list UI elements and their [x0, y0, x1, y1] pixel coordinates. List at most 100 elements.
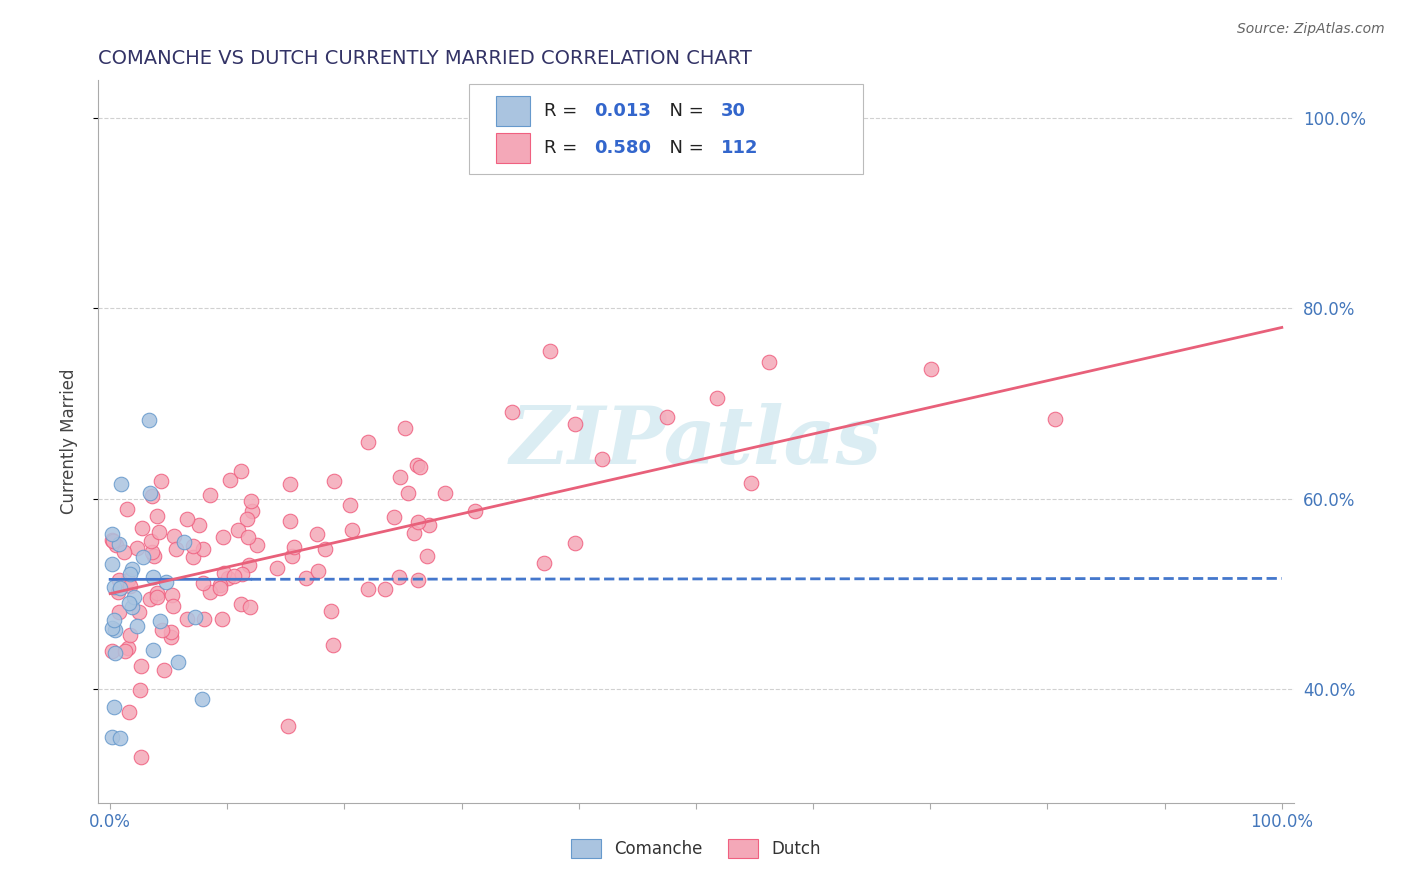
Point — [240, 494, 263, 508]
Point — [321, 604, 343, 618]
Point — [464, 504, 486, 518]
Point — [564, 417, 586, 431]
Point — [434, 486, 457, 500]
Point — [281, 549, 304, 563]
Point — [217, 571, 239, 585]
Text: ZIPatlas: ZIPatlas — [510, 403, 882, 480]
Point — [160, 630, 183, 644]
Point — [110, 477, 132, 491]
Point — [138, 412, 160, 426]
Point — [340, 523, 363, 537]
Point — [114, 644, 136, 658]
Text: COMANCHE VS DUTCH CURRENTLY MARRIED CORRELATION CHART: COMANCHE VS DUTCH CURRENTLY MARRIED CORR… — [98, 48, 752, 68]
Point — [103, 613, 125, 627]
Point — [339, 498, 361, 512]
Point — [101, 534, 124, 549]
Text: 0.013: 0.013 — [595, 102, 651, 120]
Point — [122, 591, 145, 605]
Point — [278, 514, 301, 528]
Point — [108, 731, 131, 745]
Point — [408, 515, 430, 529]
Y-axis label: Currently Married: Currently Married — [59, 368, 77, 515]
Point — [305, 526, 328, 541]
Point — [103, 580, 125, 594]
Point — [295, 571, 318, 585]
FancyBboxPatch shape — [496, 95, 530, 126]
Point — [374, 582, 396, 597]
Point — [758, 355, 780, 369]
Point — [236, 512, 259, 526]
Point — [160, 624, 183, 639]
Point — [388, 570, 411, 584]
Point — [564, 535, 586, 549]
Point — [128, 683, 150, 698]
Point — [108, 573, 131, 587]
Point — [162, 599, 184, 614]
Point — [533, 556, 555, 570]
Point — [118, 627, 141, 641]
Point — [357, 435, 380, 450]
Point — [143, 549, 166, 563]
Point — [323, 474, 346, 488]
Point — [132, 549, 155, 564]
Point — [139, 591, 162, 606]
Point — [103, 699, 125, 714]
Point — [118, 597, 141, 611]
Point — [191, 692, 214, 706]
Point — [101, 533, 124, 547]
Point — [238, 530, 260, 544]
Point — [740, 475, 762, 490]
Point — [127, 541, 149, 556]
Point — [322, 638, 344, 652]
Point — [165, 541, 187, 556]
Point — [101, 557, 124, 571]
Point — [104, 624, 127, 638]
Point — [406, 574, 429, 588]
Point — [706, 391, 728, 405]
Point — [107, 584, 129, 599]
Point — [193, 612, 215, 626]
Point — [277, 719, 299, 733]
FancyBboxPatch shape — [496, 133, 530, 163]
Point — [394, 421, 416, 435]
Point — [160, 588, 183, 602]
Point — [101, 621, 124, 635]
Point — [183, 539, 205, 553]
Point — [150, 474, 173, 488]
Point — [212, 566, 235, 581]
Point — [283, 540, 305, 554]
Point — [382, 510, 405, 524]
Point — [246, 538, 269, 552]
Point — [101, 644, 124, 658]
Point — [173, 534, 195, 549]
Legend: Comanche, Dutch: Comanche, Dutch — [562, 830, 830, 867]
Point — [118, 567, 141, 582]
Point — [657, 410, 679, 425]
Point — [183, 549, 205, 564]
Point — [239, 600, 262, 615]
Point — [229, 597, 252, 611]
Point — [231, 566, 253, 581]
Point — [104, 646, 127, 660]
Point — [187, 518, 209, 533]
Point — [141, 489, 163, 503]
Point — [280, 476, 302, 491]
Point — [314, 541, 336, 556]
Point — [211, 612, 233, 626]
Point — [266, 560, 288, 574]
Point — [212, 530, 235, 544]
Point — [183, 610, 205, 624]
Point — [402, 525, 425, 540]
Point — [191, 576, 214, 591]
Text: Source: ZipAtlas.com: Source: ZipAtlas.com — [1237, 22, 1385, 37]
Point — [150, 624, 173, 638]
Point — [108, 536, 131, 550]
Point — [406, 458, 429, 473]
Point — [153, 663, 176, 677]
Point — [118, 705, 141, 719]
Point — [415, 549, 437, 563]
FancyBboxPatch shape — [470, 84, 863, 174]
Text: N =: N = — [658, 139, 709, 157]
Point — [142, 643, 165, 657]
Point — [141, 545, 163, 559]
